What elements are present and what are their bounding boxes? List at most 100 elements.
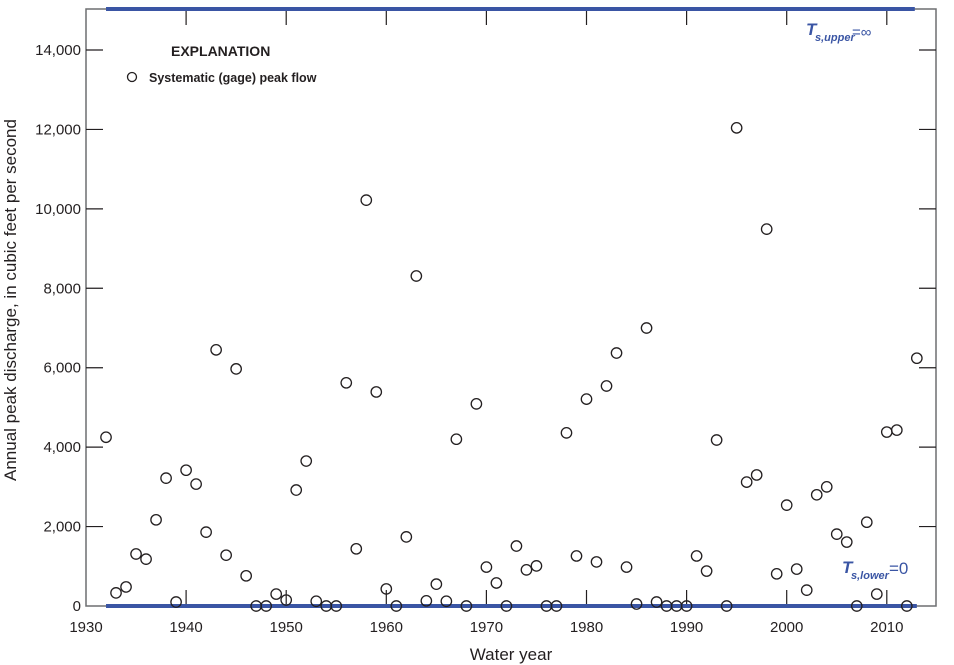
data-point xyxy=(250,600,263,612)
data-point xyxy=(500,600,513,612)
y-axis-title: Annual peak discharge, in cubic feet per… xyxy=(1,119,20,481)
data-point xyxy=(630,598,643,610)
data-point xyxy=(220,549,232,562)
data-point xyxy=(900,600,913,612)
legend-entry: Systematic (gage) peak flow xyxy=(149,71,317,85)
data-point xyxy=(790,563,803,575)
data-point xyxy=(210,343,222,356)
data-point xyxy=(800,584,813,596)
data-point xyxy=(130,548,142,560)
x-tick-label: 1980 xyxy=(570,619,603,636)
data-point xyxy=(810,488,823,501)
data-point xyxy=(320,600,333,612)
data-point xyxy=(590,556,603,568)
data-point xyxy=(190,478,202,490)
data-point xyxy=(290,484,303,496)
data-point xyxy=(910,352,923,365)
x-tick-label: 2010 xyxy=(870,619,903,636)
annotation-upper: T s,upper =∞ xyxy=(806,20,872,44)
annotation-lower: T s,lower =0 xyxy=(842,558,908,582)
y-tick-label: 12,000 xyxy=(35,121,81,138)
y-tick-label: 14,000 xyxy=(35,42,81,59)
data-point xyxy=(170,596,182,608)
data-point xyxy=(400,531,413,543)
x-tick-label: 2000 xyxy=(770,619,803,636)
legend: EXPLANATION Systematic (gage) peak flow xyxy=(126,43,317,85)
plot-frame xyxy=(85,8,937,607)
data-point xyxy=(280,594,293,606)
legend-title: EXPLANATION xyxy=(171,43,270,59)
data-point xyxy=(140,553,152,565)
data-point xyxy=(690,550,703,562)
annotation-upper-sub: s,upper xyxy=(815,32,855,44)
data-point xyxy=(370,386,383,398)
x-tick-label: 1950 xyxy=(270,619,303,636)
data-point xyxy=(460,600,473,612)
y-tick-label: 6,000 xyxy=(43,360,81,377)
legend-marker-circle xyxy=(126,71,138,83)
data-point xyxy=(480,561,493,573)
data-point xyxy=(820,481,833,493)
data-point xyxy=(700,565,713,577)
y-tick-label: 0 xyxy=(73,598,81,615)
data-point xyxy=(180,464,192,477)
x-tick-label: 1940 xyxy=(169,619,202,636)
data-point xyxy=(510,540,523,552)
data-point xyxy=(260,600,273,612)
x-tick-label: 1990 xyxy=(670,619,703,636)
data-point xyxy=(560,426,573,439)
data-point xyxy=(890,424,903,436)
data-point xyxy=(660,600,673,612)
data-point xyxy=(310,595,323,608)
data-point xyxy=(570,550,583,562)
data-point xyxy=(870,588,883,600)
data-point xyxy=(880,426,893,438)
data-point xyxy=(340,376,353,389)
data-point xyxy=(520,564,533,576)
data-point xyxy=(670,600,683,612)
data-point xyxy=(110,587,122,599)
data-point xyxy=(350,542,363,555)
data-point xyxy=(530,560,543,572)
data-point xyxy=(420,594,433,607)
y-tick-label: 4,000 xyxy=(43,439,81,456)
data-point xyxy=(430,578,443,591)
data-point xyxy=(740,476,753,488)
data-point xyxy=(550,600,563,612)
data-point xyxy=(390,600,403,612)
y-tick-label: 2,000 xyxy=(43,519,81,536)
threshold-lines xyxy=(106,7,917,608)
annotation-upper-eq: =∞ xyxy=(852,24,872,41)
data-point xyxy=(200,526,212,538)
data-point xyxy=(640,322,653,334)
data-point xyxy=(410,270,423,282)
annotation-lower-eq: =0 xyxy=(889,559,908,578)
annotation-upper-t: T xyxy=(806,20,818,39)
y-tick-label: 8,000 xyxy=(43,280,81,297)
data-point xyxy=(470,398,483,410)
data-point xyxy=(440,595,453,608)
x-tick-label: 1930 xyxy=(69,619,102,636)
data-point xyxy=(380,583,393,595)
data-point xyxy=(450,433,463,446)
data-point xyxy=(330,600,343,612)
annotation-lower-t: T xyxy=(842,558,854,577)
data-point xyxy=(100,431,112,444)
data-point xyxy=(780,499,793,511)
data-point xyxy=(750,469,763,481)
x-tick-label: 1970 xyxy=(470,619,503,636)
data-point xyxy=(490,577,503,589)
data-point xyxy=(620,561,633,573)
x-tick-label: 1960 xyxy=(370,619,403,636)
data-point xyxy=(610,347,623,359)
data-point xyxy=(860,516,873,529)
data-point xyxy=(120,581,132,593)
data-point xyxy=(540,600,553,612)
data-point xyxy=(360,194,373,206)
data-point xyxy=(240,569,253,582)
data-point xyxy=(850,600,863,612)
data-point xyxy=(710,434,723,446)
data-point xyxy=(270,588,283,600)
data-points xyxy=(100,121,923,612)
